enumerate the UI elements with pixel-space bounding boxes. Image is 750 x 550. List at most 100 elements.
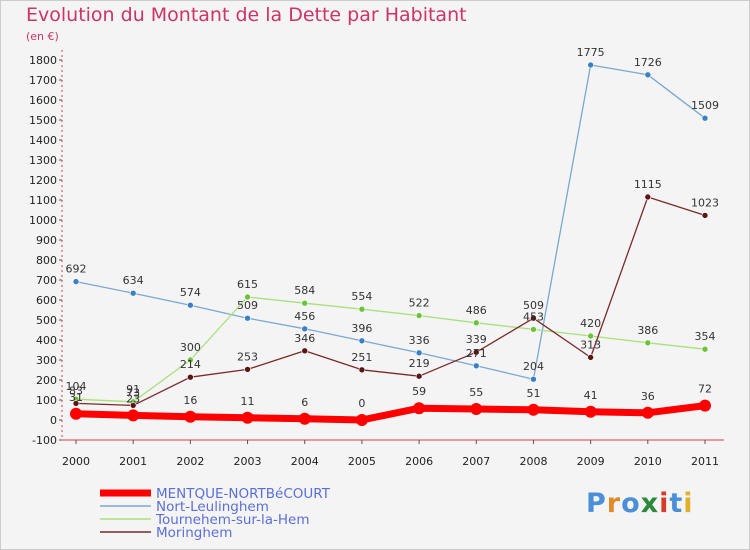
data-label: 72 [698,383,712,396]
data-point [584,405,597,418]
y-tick-label: 400 [36,334,57,347]
data-point [470,403,483,415]
data-label: 23 [126,392,140,405]
data-point [587,61,594,69]
data-point [644,71,652,79]
data-point [699,399,711,412]
data-label: 1115 [634,178,662,191]
y-tick-label: 1800 [29,54,57,67]
y-tick-label: 1700 [29,74,57,87]
data-label: 271 [466,347,487,360]
data-label: 204 [523,360,544,373]
data-label: 522 [409,297,430,310]
logo-letter: t [669,488,684,519]
legend-label: Moringhem [156,525,232,541]
data-point [644,193,652,201]
data-point [413,402,426,415]
data-label: 0 [358,397,365,410]
data-point [701,212,709,219]
chart-axes: -100 0 100 200 300 400 500 600 700 800 900 1000 1100… [29,50,724,468]
logo-letter: P [586,488,607,519]
data-point [301,299,309,307]
proxiti-logo: Proxiti [586,488,694,519]
y-tick-label: 0 [50,414,57,427]
data-label: 11 [241,395,255,408]
data-point [355,414,368,426]
x-tick-label: 2004 [291,455,319,468]
y-tick-label: 1400 [29,134,57,147]
data-point [129,402,137,409]
logo-letter: i [659,488,670,519]
data-point [184,410,197,423]
data-label: 83 [69,384,83,397]
x-tick-label: 2006 [405,455,433,468]
data-point [244,293,251,301]
data-label: 509 [523,299,544,312]
data-label: 253 [237,350,258,363]
data-point [70,407,82,420]
data-label: 16 [183,394,197,407]
data-point [187,301,194,309]
data-label: 486 [466,304,487,317]
data-label: 386 [637,324,658,337]
x-tick-label: 2011 [691,455,719,468]
y-tick-label: 500 [36,314,57,327]
x-tick-label: 2003 [234,455,262,468]
data-label: 41 [584,389,598,402]
data-label: 91 [126,383,140,396]
data-point [415,349,423,357]
data-label: 59 [412,385,426,398]
data-point [472,362,480,370]
data-point [530,314,537,322]
data-point [472,348,480,356]
y-tick-label: 100 [36,394,57,407]
y-tick-label: 1300 [29,154,57,167]
data-point [358,366,366,374]
data-label: 6 [301,396,308,409]
data-point [644,339,652,347]
data-point [527,403,540,416]
data-point [301,347,309,355]
data-label: 104 [66,380,87,393]
data-label: 584 [294,284,315,297]
logo-letter: i [683,488,694,519]
data-label: 336 [409,334,430,347]
logo-letter: o [621,488,641,519]
x-tick-label: 2010 [634,455,662,468]
series-line [72,402,709,424]
chart-lines [70,61,711,426]
y-tick-label: 600 [36,294,57,307]
y-tick-label: -100 [32,434,57,447]
y-tick-label: 1500 [29,114,57,127]
y-tick-label: 700 [36,274,57,287]
data-point [241,411,254,424]
series-line [75,196,706,407]
data-point [358,337,366,345]
data-label: 55 [469,386,483,399]
data-point [415,312,423,319]
data-label: 31 [69,391,83,404]
x-tick-label: 2000 [62,455,90,468]
y-tick-label: 1600 [29,94,57,107]
series-line [75,64,706,380]
data-label: 300 [180,341,201,354]
x-tick-label: 2002 [176,455,204,468]
data-point [587,354,594,361]
data-label: 420 [580,317,601,330]
data-point [587,332,594,340]
chart-legend: MENTQUE-NORTBéCOURTNort-LeulinghemTourne… [100,486,331,541]
data-label: 354 [695,330,716,343]
legend-label: Nort-Leulinghem [156,499,269,515]
data-label: 554 [351,290,372,303]
data-label: 346 [294,332,315,345]
logo-letter: x [640,488,660,519]
x-tick-label: 2009 [577,455,605,468]
chart-unit-label: (en €) [26,30,59,43]
x-tick-label: 2001 [119,455,147,468]
data-label: 251 [351,351,372,364]
data-point [701,114,709,122]
chart-data-labels: 692 634 574 509 456 396 336 271 204 1775 1726 1509 1… [66,46,720,410]
data-label: 396 [351,322,372,335]
data-label: 456 [294,310,315,323]
